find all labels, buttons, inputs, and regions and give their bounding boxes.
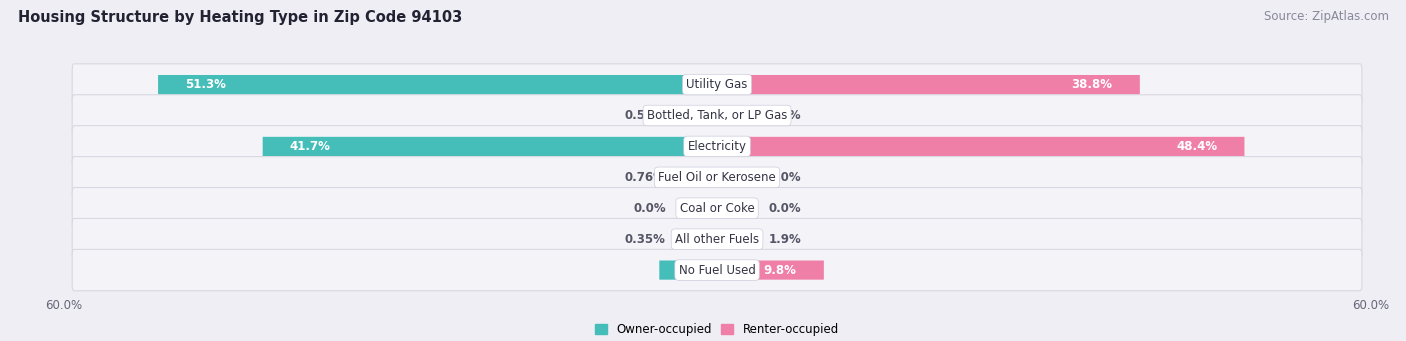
- Text: 1.9%: 1.9%: [768, 233, 801, 246]
- FancyBboxPatch shape: [157, 75, 717, 94]
- Text: 0.35%: 0.35%: [626, 233, 666, 246]
- Text: 0.59%: 0.59%: [624, 109, 666, 122]
- FancyBboxPatch shape: [72, 188, 1362, 229]
- FancyBboxPatch shape: [72, 219, 1362, 260]
- Text: No Fuel Used: No Fuel Used: [679, 264, 755, 277]
- FancyBboxPatch shape: [72, 249, 1362, 291]
- Text: All other Fuels: All other Fuels: [675, 233, 759, 246]
- FancyBboxPatch shape: [679, 199, 717, 218]
- FancyBboxPatch shape: [72, 64, 1362, 105]
- Text: Electricity: Electricity: [688, 140, 747, 153]
- Text: 38.8%: 38.8%: [1071, 78, 1112, 91]
- Text: 51.3%: 51.3%: [186, 78, 226, 91]
- Text: 0.0%: 0.0%: [633, 202, 666, 215]
- Text: 1.0%: 1.0%: [768, 109, 801, 122]
- FancyBboxPatch shape: [717, 75, 1140, 94]
- FancyBboxPatch shape: [717, 261, 824, 280]
- Text: 0.0%: 0.0%: [768, 171, 801, 184]
- Text: 0.0%: 0.0%: [768, 202, 801, 215]
- Text: Utility Gas: Utility Gas: [686, 78, 748, 91]
- FancyBboxPatch shape: [717, 168, 755, 187]
- Text: 41.7%: 41.7%: [290, 140, 330, 153]
- FancyBboxPatch shape: [72, 95, 1362, 136]
- FancyBboxPatch shape: [717, 229, 755, 249]
- FancyBboxPatch shape: [659, 261, 717, 280]
- FancyBboxPatch shape: [717, 137, 1244, 156]
- Text: Source: ZipAtlas.com: Source: ZipAtlas.com: [1264, 10, 1389, 23]
- FancyBboxPatch shape: [72, 157, 1362, 198]
- FancyBboxPatch shape: [72, 126, 1362, 167]
- Text: Bottled, Tank, or LP Gas: Bottled, Tank, or LP Gas: [647, 109, 787, 122]
- Text: 9.8%: 9.8%: [763, 264, 797, 277]
- Text: Fuel Oil or Kerosene: Fuel Oil or Kerosene: [658, 171, 776, 184]
- FancyBboxPatch shape: [679, 229, 717, 249]
- FancyBboxPatch shape: [717, 106, 755, 125]
- Text: 48.4%: 48.4%: [1175, 140, 1218, 153]
- FancyBboxPatch shape: [679, 168, 717, 187]
- Text: Housing Structure by Heating Type in Zip Code 94103: Housing Structure by Heating Type in Zip…: [18, 10, 463, 25]
- Text: 5.3%: 5.3%: [686, 264, 720, 277]
- Legend: Owner-occupied, Renter-occupied: Owner-occupied, Renter-occupied: [593, 321, 841, 338]
- FancyBboxPatch shape: [263, 137, 717, 156]
- Text: 0.76%: 0.76%: [626, 171, 666, 184]
- FancyBboxPatch shape: [679, 106, 717, 125]
- Text: Coal or Coke: Coal or Coke: [679, 202, 755, 215]
- FancyBboxPatch shape: [717, 199, 755, 218]
